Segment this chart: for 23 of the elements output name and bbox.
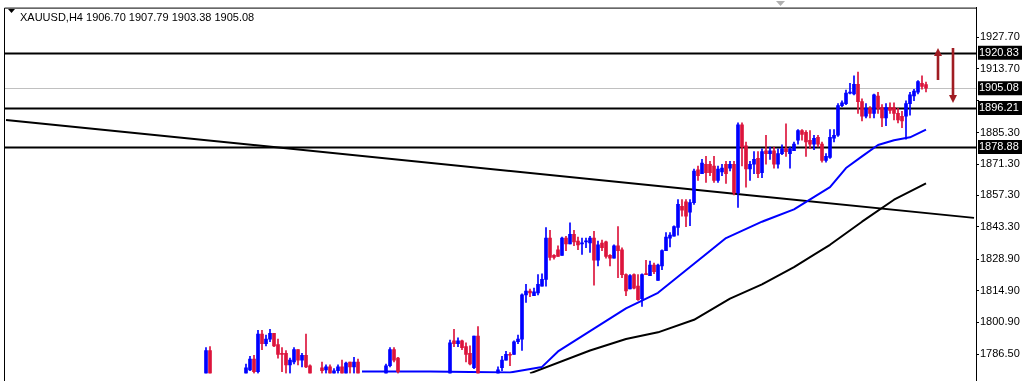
- y-tick-label: 1913.70: [980, 61, 1020, 74]
- candlestick: [452, 329, 456, 348]
- y-tick-label: 1800.90: [980, 315, 1020, 328]
- y-tick-label: 1857.30: [980, 188, 1020, 201]
- candlestick: [616, 226, 620, 278]
- candlestick: [280, 347, 284, 372]
- candlestick: [920, 75, 924, 90]
- candlestick: [784, 123, 788, 157]
- candlestick: [764, 134, 768, 165]
- chart-title: XAUUSD,H4 1906.70 1907.79 1903.38 1905.08: [20, 10, 255, 23]
- y-tick-label: 1786.50: [980, 347, 1020, 360]
- candlestick: [644, 259, 648, 275]
- ref-line-label: 1896.21: [979, 101, 1019, 114]
- y-tick-label: 1843.30: [980, 219, 1020, 232]
- candlestick: [508, 352, 512, 367]
- ref-line-label: 1905.08: [979, 81, 1019, 94]
- y-tick-label: 1814.90: [980, 283, 1020, 296]
- y-tick-label: 1871.30: [980, 157, 1020, 170]
- y-tick-label: 1828.90: [980, 252, 1020, 265]
- ref-line-label: 1878.88: [979, 140, 1019, 153]
- y-tick-label: 1927.70: [980, 30, 1020, 43]
- ref-line-label: 1920.83: [979, 45, 1019, 58]
- y-tick-label: 1885.30: [980, 125, 1020, 138]
